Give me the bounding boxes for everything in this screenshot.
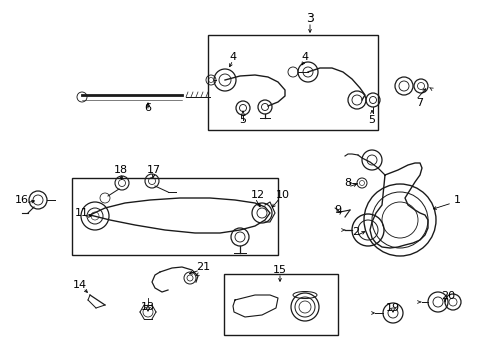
Text: 14: 14 xyxy=(73,280,87,290)
Text: 18: 18 xyxy=(114,165,128,175)
Bar xyxy=(72,178,278,255)
Text: 12: 12 xyxy=(250,190,264,200)
Text: 16: 16 xyxy=(15,195,29,205)
Text: 20: 20 xyxy=(440,291,454,301)
Text: 11: 11 xyxy=(75,208,89,218)
Text: 8: 8 xyxy=(344,178,351,188)
Text: 9: 9 xyxy=(334,205,341,215)
Text: 15: 15 xyxy=(272,265,286,275)
Text: 1: 1 xyxy=(452,195,460,205)
Text: 6: 6 xyxy=(144,103,151,113)
Text: 17: 17 xyxy=(146,165,161,175)
Text: 3: 3 xyxy=(305,12,313,24)
Text: 7: 7 xyxy=(416,98,423,108)
Text: 10: 10 xyxy=(275,190,289,200)
Text: 19: 19 xyxy=(385,303,399,313)
Text: 4: 4 xyxy=(229,52,236,62)
Bar xyxy=(224,274,337,335)
Text: 5: 5 xyxy=(239,115,246,125)
Text: 13: 13 xyxy=(141,302,155,312)
Text: 21: 21 xyxy=(196,262,210,272)
Text: 4: 4 xyxy=(301,52,308,62)
Bar xyxy=(207,35,377,130)
Text: 2: 2 xyxy=(352,227,359,237)
Text: 5: 5 xyxy=(368,115,375,125)
